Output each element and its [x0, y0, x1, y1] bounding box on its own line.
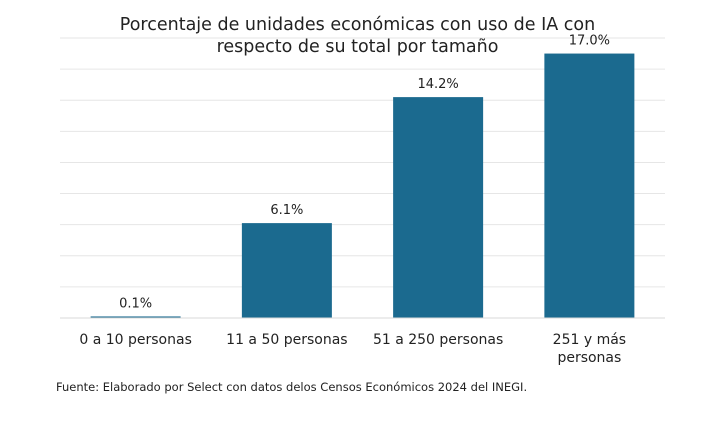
x-tick-label: 251 y más [553, 332, 626, 348]
bar [544, 53, 635, 319]
data-label: 6.1% [270, 203, 303, 218]
x-axis-labels: 0 a 10 personas 11 a 50 personas 51 a 250 … [79, 332, 626, 366]
x-tick-label: 11 a 50 personas [226, 332, 347, 348]
data-label: 0.1% [119, 296, 152, 311]
data-label: 14.2% [417, 77, 458, 92]
bars: 0.1% 6.1% 14.2% 17.0% [90, 34, 635, 319]
chart-title-line-1: Porcentaje de unidades económicas con us… [119, 15, 596, 35]
chart-title: Porcentaje de unidades económicas con us… [0, 14, 715, 58]
bar [241, 223, 332, 318]
data-label: 17.0% [569, 34, 610, 49]
bar [393, 97, 484, 318]
chart-title-line-2: respecto de su total por tamaño [216, 37, 499, 57]
bar [90, 316, 181, 318]
x-tick-label: personas [557, 350, 621, 366]
x-tick-label: 0 a 10 personas [79, 332, 192, 348]
x-tick-label: 51 a 250 personas [373, 332, 503, 348]
source-note: Fuente: Elaborado por Select con datos d… [56, 380, 528, 394]
